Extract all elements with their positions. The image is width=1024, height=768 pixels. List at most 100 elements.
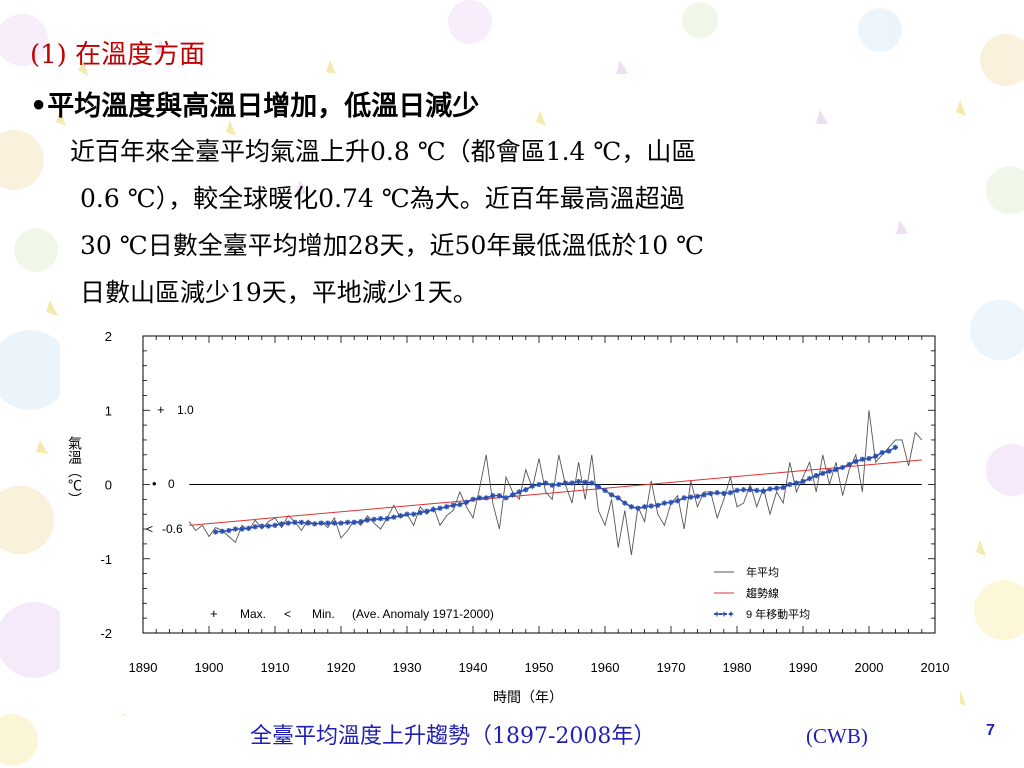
point-stroke xyxy=(292,520,298,525)
moving-average-point xyxy=(774,485,780,491)
moving-average-point xyxy=(232,526,238,532)
moving-average-point xyxy=(589,480,595,486)
moving-average-point xyxy=(444,504,450,510)
bullet-point: •平均溫度與高溫日增加，低溫日減少 xyxy=(30,91,480,122)
point-stroke xyxy=(523,487,529,493)
moving-average-point xyxy=(886,448,892,454)
y-tick-label: 2 xyxy=(105,329,112,344)
point-stroke xyxy=(668,499,674,505)
point-stroke xyxy=(879,450,885,455)
moving-average-point xyxy=(681,495,687,501)
point-stroke xyxy=(886,448,892,454)
point-stroke xyxy=(582,479,588,485)
point-stroke xyxy=(761,488,766,494)
point-stroke xyxy=(754,488,760,493)
moving-average-point xyxy=(866,455,872,462)
point-stroke xyxy=(398,513,403,519)
moving-average-point xyxy=(543,480,549,486)
max-label: 1.0 xyxy=(177,403,194,417)
y-tick-label: -2 xyxy=(100,626,112,641)
moving-average-point xyxy=(714,490,720,496)
point-stroke xyxy=(695,494,700,499)
moving-average-point xyxy=(562,480,568,486)
min-label: -0.6 xyxy=(162,522,183,536)
point-stroke xyxy=(800,479,806,484)
point-stroke xyxy=(325,520,331,526)
point-stroke xyxy=(483,495,489,501)
moving-average-point xyxy=(787,481,793,488)
moving-average-point xyxy=(846,461,852,468)
moving-average-point xyxy=(351,519,357,525)
point-stroke xyxy=(827,468,832,474)
point-stroke xyxy=(279,521,284,527)
point-stroke xyxy=(312,521,317,527)
moving-average-point xyxy=(754,487,760,494)
moving-average-point xyxy=(655,502,661,508)
moving-average-point xyxy=(411,511,417,517)
point-stroke xyxy=(239,526,245,532)
moving-average-point xyxy=(536,481,542,488)
point-stroke xyxy=(714,490,720,496)
min-marker: < xyxy=(146,522,153,536)
point-stroke xyxy=(688,494,694,500)
x-tick-label: 1960 xyxy=(591,660,620,675)
point-stroke xyxy=(219,528,225,534)
point-stroke xyxy=(596,484,601,490)
point-stroke xyxy=(807,476,812,481)
moving-average-point xyxy=(523,487,529,493)
moving-average-point xyxy=(760,488,766,494)
x-tick-label: 1900 xyxy=(195,660,224,675)
point-stroke xyxy=(345,520,350,525)
moving-average-point xyxy=(477,495,483,501)
point-stroke xyxy=(358,519,364,524)
point-stroke xyxy=(708,491,713,496)
point-stroke xyxy=(470,496,476,502)
point-stroke xyxy=(780,485,786,490)
zero-marker: • xyxy=(152,476,157,491)
point-stroke xyxy=(378,516,383,522)
point-stroke xyxy=(563,480,568,486)
point-stroke xyxy=(391,514,397,520)
x-tick-label: 1980 xyxy=(723,660,752,675)
moving-average-point xyxy=(833,467,839,473)
moving-average-point xyxy=(615,495,621,501)
moving-average-point xyxy=(708,490,714,497)
chart-legend: 年平均 趨勢線 9 年移動平均 xyxy=(714,565,810,621)
moving-average-point xyxy=(265,523,271,529)
moving-average-point xyxy=(325,520,331,526)
point-stroke xyxy=(860,456,865,462)
point-stroke xyxy=(266,523,271,529)
moving-average-point xyxy=(272,522,278,528)
moving-average-point xyxy=(675,498,681,504)
note-min-marker: < xyxy=(284,607,291,621)
moving-average-point xyxy=(873,453,879,459)
y-axis-label: 氣溫（℃） xyxy=(67,436,83,506)
moving-average-point xyxy=(642,504,648,510)
moving-average-point xyxy=(576,478,582,485)
body-paragraph: 近百年來全臺平均氣溫上升0.8 ℃（都會區1.4 ℃，山區 0.6 ℃），較全球… xyxy=(70,128,950,316)
trend-line xyxy=(189,459,922,526)
moving-average-point xyxy=(807,475,813,482)
point-stroke xyxy=(516,489,522,495)
moving-average-point xyxy=(457,501,463,508)
point-stroke xyxy=(477,495,482,501)
point-stroke xyxy=(318,520,324,526)
point-stroke xyxy=(285,520,291,526)
point-stroke xyxy=(213,529,218,535)
point-stroke xyxy=(840,465,845,470)
point-stroke xyxy=(299,520,304,525)
chart-background xyxy=(60,322,960,714)
moving-average-point xyxy=(892,444,898,450)
point-stroke xyxy=(648,503,654,509)
body-line: 0.6 ℃），較全球暖化0.74 ℃為大。近百年最高溫超過 xyxy=(80,184,685,213)
moving-average-point xyxy=(826,468,832,474)
x-tick-label: 1940 xyxy=(459,660,488,675)
annual-series-line xyxy=(188,410,923,556)
body-line: 30 ℃日數全臺平均增加28天，近50年最低溫低於10 ℃ xyxy=(80,231,705,260)
legend-moving-label: 9 年移動平均 xyxy=(746,607,810,621)
moving-average-point xyxy=(879,449,885,456)
point-stroke xyxy=(675,498,680,504)
moving-average-point xyxy=(529,483,535,489)
point-stroke xyxy=(728,490,733,496)
